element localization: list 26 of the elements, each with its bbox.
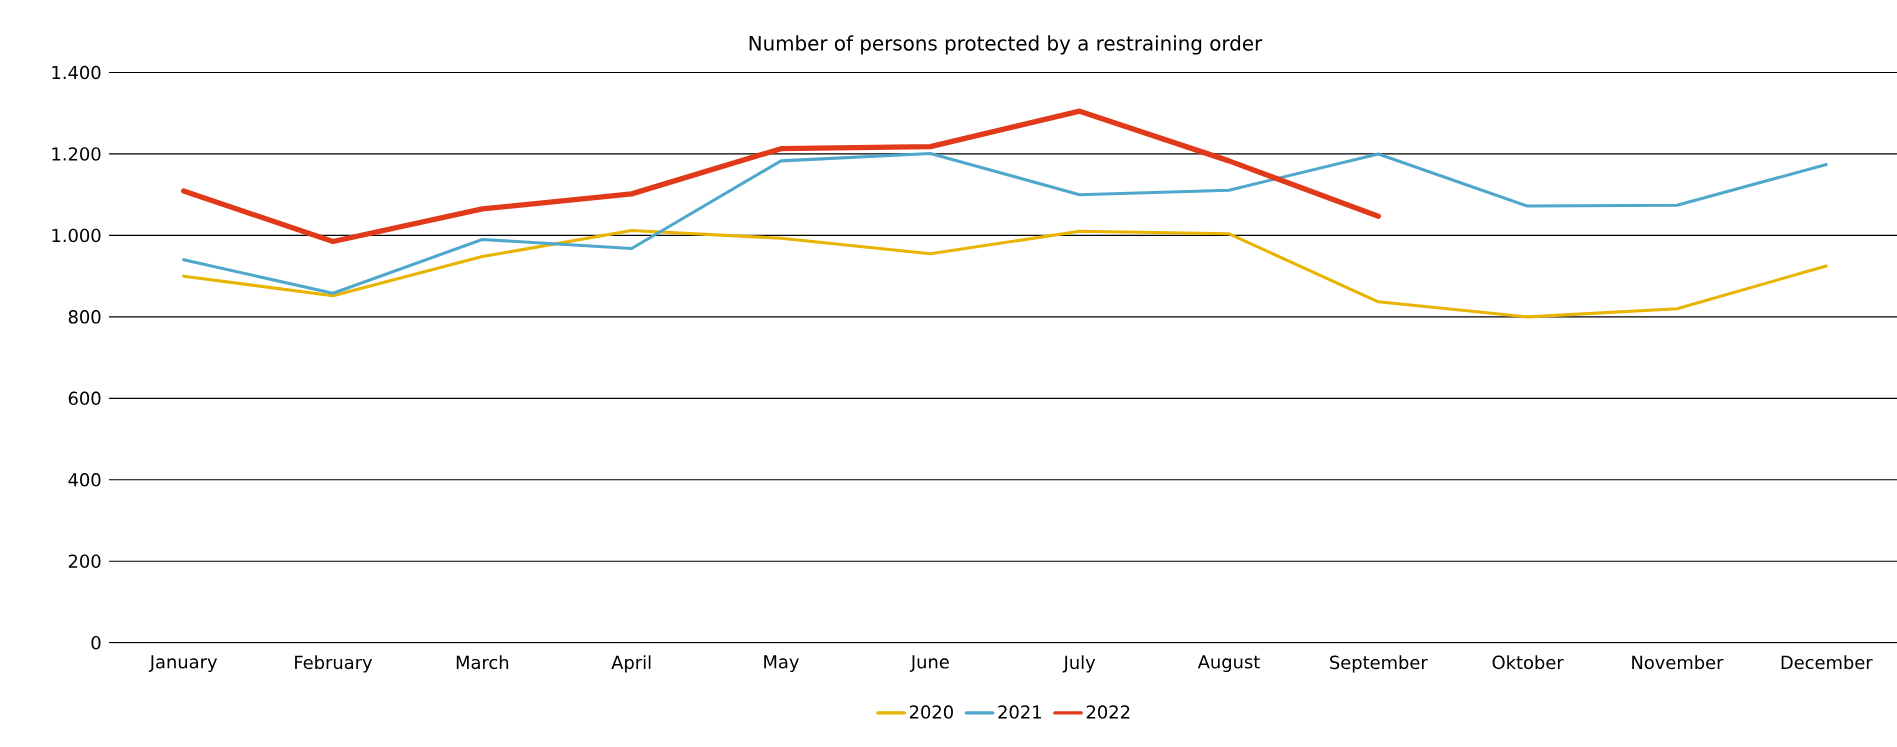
x-tick-label: June (909, 655, 949, 672)
x-tick-label: April (611, 655, 651, 673)
legend-label: 2022 (1086, 705, 1130, 719)
y-tick-label: 200 (68, 554, 101, 568)
x-tick-label: December (1781, 655, 1873, 670)
chart-title: Number of persons protected by a restraining order (749, 35, 1263, 55)
y-tick-label: 600 (68, 391, 101, 406)
x-tick-label: February (295, 655, 373, 673)
line-series (182, 152, 1828, 295)
legend-label: 2020 (909, 705, 953, 719)
x-tick-label: January (148, 655, 218, 673)
y-tick-label: 1.400 (52, 65, 101, 80)
legend-label: 2021 (998, 705, 1041, 719)
y-tick-label: 1.200 (52, 147, 101, 161)
y-tick-label: 400 (68, 473, 101, 487)
y-tick-label: 800 (68, 310, 101, 324)
x-tick-label: August (1197, 655, 1260, 673)
x-tick-label: November (1632, 655, 1724, 670)
x-tick-label: March (456, 655, 509, 670)
x-tick-label: May (764, 655, 799, 673)
x-tick-label: July (1062, 655, 1096, 673)
x-tick-label: September (1330, 655, 1428, 673)
line-series (182, 228, 1828, 319)
y-tick-label: 1.000 (52, 228, 101, 243)
y-tick-label: 0 (91, 635, 101, 650)
x-tick-label: Oktober (1492, 655, 1564, 670)
